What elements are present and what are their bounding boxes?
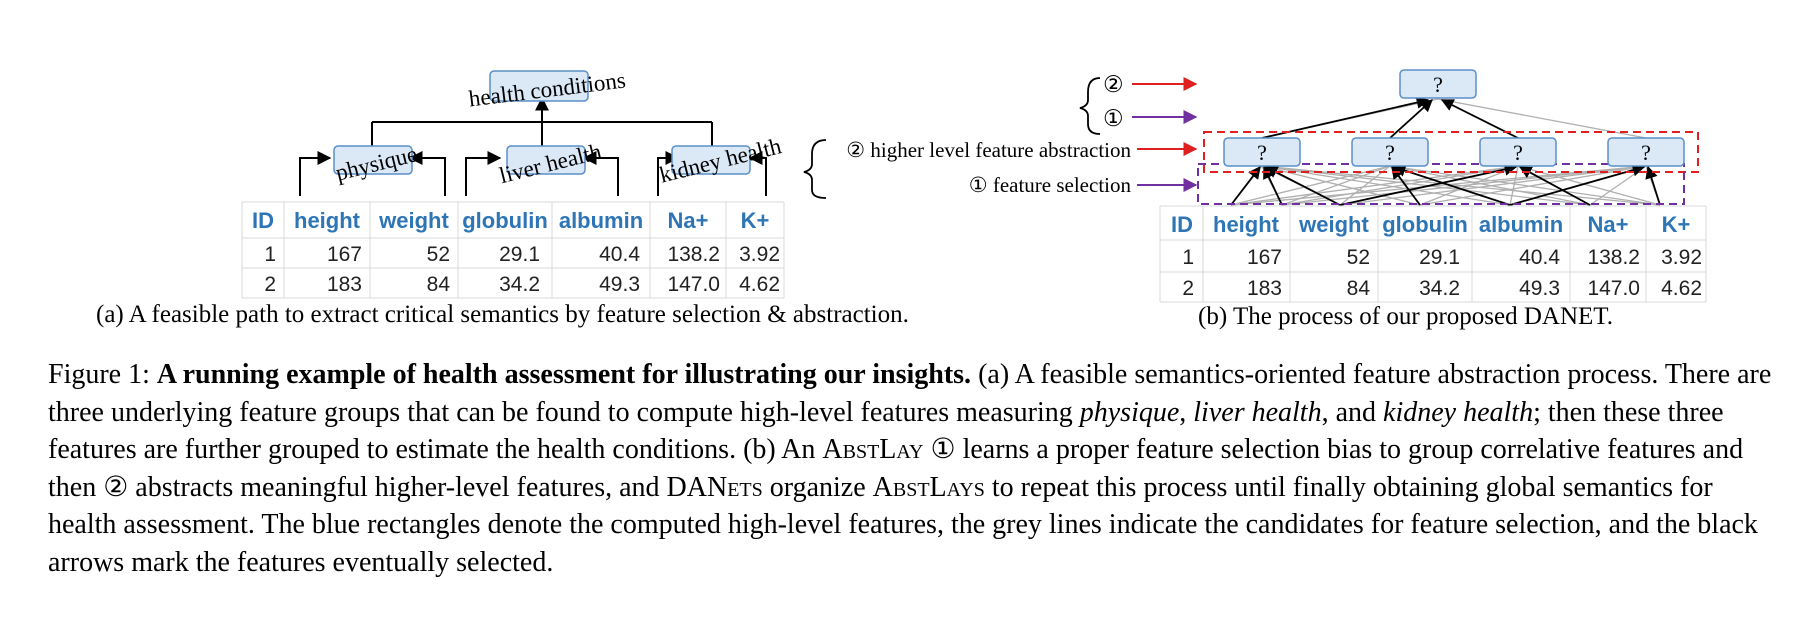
selection-dashed-box bbox=[1197, 163, 1685, 205]
col-header-k: K+ bbox=[741, 208, 770, 233]
caption-term-kidney: kidney health bbox=[1383, 396, 1534, 428]
table-cell: 29.1 bbox=[1419, 246, 1460, 269]
panel-b: ② ① ② higher level feature abstraction ①… bbox=[803, 69, 1707, 330]
table-a: ID height weight globulin albumin Na+ K+… bbox=[241, 201, 785, 299]
col-header-id: ID bbox=[252, 208, 274, 233]
node-mid-4: ? bbox=[1607, 137, 1685, 167]
panel-a-caption: (a) A feasible path to extract critical … bbox=[96, 301, 909, 328]
table-cell: 49.3 bbox=[599, 273, 640, 296]
node-liver-health: liver health bbox=[497, 139, 605, 189]
caption-danets: DANets bbox=[666, 471, 763, 503]
table-cell: 34.2 bbox=[499, 273, 540, 296]
legend-brace-top: ② ① bbox=[1079, 72, 1198, 135]
legend-mark-2: ② bbox=[1103, 72, 1124, 97]
node-physique: physique bbox=[333, 141, 420, 185]
table-cell: 84 bbox=[427, 273, 451, 296]
node-health-conditions: health conditions bbox=[467, 67, 627, 111]
table-cell: 147.0 bbox=[1587, 277, 1640, 300]
table-cell: 40.4 bbox=[1519, 246, 1560, 269]
table-cell: 183 bbox=[1247, 277, 1282, 300]
caption-text: to repeat this process until finally obt… bbox=[48, 471, 1758, 578]
node-mark: ? bbox=[1257, 140, 1267, 165]
caption-text: , and bbox=[1321, 396, 1384, 428]
table-cell: 4.62 bbox=[1661, 277, 1702, 300]
node-mark: ? bbox=[1641, 140, 1651, 165]
panel-b-caption: (b) The process of our proposed DANET. bbox=[1198, 303, 1613, 330]
node-mark: ? bbox=[1513, 140, 1523, 165]
caption-text: ; then these three features are further … bbox=[48, 396, 1724, 466]
selected-arrows bbox=[1230, 96, 1661, 206]
table-cell: 183 bbox=[327, 273, 362, 296]
table-cell: 52 bbox=[427, 243, 450, 266]
col-header-na: Na+ bbox=[668, 208, 709, 233]
col-header-albumin: albumin bbox=[559, 208, 643, 233]
node-mark: ? bbox=[1385, 140, 1395, 165]
caption-prefix: Figure 1: bbox=[48, 359, 157, 390]
table-cell: 40.4 bbox=[599, 243, 640, 266]
caption-text: , bbox=[1179, 396, 1194, 428]
table-cell: 84 bbox=[1347, 277, 1371, 300]
table-cell: 167 bbox=[1247, 246, 1282, 269]
caption-term-physique: physique bbox=[1079, 396, 1180, 428]
caption-abstlays: AbstLays bbox=[872, 471, 985, 503]
table-cell: 1 bbox=[264, 243, 276, 266]
col-header-globulin: globulin bbox=[1382, 212, 1468, 237]
table-cell: 3.92 bbox=[1661, 246, 1702, 269]
node-mid-1: ? bbox=[1223, 137, 1301, 167]
table-cell: 29.1 bbox=[499, 243, 540, 266]
legend-brace-mid bbox=[803, 139, 827, 199]
caption-text: (a) A feasible semantics-oriented featur… bbox=[48, 359, 1772, 428]
col-header-height: height bbox=[294, 208, 361, 233]
table-cell: 4.62 bbox=[739, 273, 780, 296]
table-cell: 1 bbox=[1182, 246, 1194, 269]
legend-mark-1: ① bbox=[1103, 106, 1124, 131]
node-mid-3: ? bbox=[1479, 137, 1557, 167]
col-header-k: K+ bbox=[1662, 212, 1691, 237]
table-cell: 2 bbox=[264, 273, 276, 296]
table-cell: 147.0 bbox=[667, 273, 720, 296]
caption-abstlay: AbstLay bbox=[822, 434, 924, 465]
node-mark: ? bbox=[1433, 72, 1443, 97]
col-header-height: height bbox=[1213, 212, 1280, 237]
table-b: ID height weight globulin albumin Na+ K+… bbox=[1159, 205, 1707, 303]
abstraction-dashed-box bbox=[1203, 131, 1699, 173]
table-cell: 138.2 bbox=[1587, 246, 1640, 269]
panel-a: health conditions physique liver health … bbox=[96, 67, 909, 328]
caption-term-liver: liver health bbox=[1193, 396, 1322, 428]
label-abstraction: ② higher level feature abstraction bbox=[846, 138, 1131, 162]
col-header-id: ID bbox=[1171, 212, 1193, 237]
table-cell: 138.2 bbox=[667, 243, 720, 266]
table-cell: 3.92 bbox=[739, 243, 780, 266]
node-mid-2: ? bbox=[1351, 137, 1429, 167]
col-header-weight: weight bbox=[1298, 212, 1369, 237]
caption-title: A running example of health assessment f… bbox=[156, 359, 972, 390]
col-header-na: Na+ bbox=[1588, 212, 1629, 237]
table-cell: 34.2 bbox=[1419, 277, 1460, 300]
label-selection: ① feature selection bbox=[969, 173, 1132, 197]
caption-text: organize bbox=[762, 471, 873, 503]
col-header-globulin: globulin bbox=[462, 208, 548, 233]
node-top: ? bbox=[1399, 69, 1477, 99]
caption-text: ① learns a proper feature selection bias… bbox=[48, 434, 1744, 503]
figure-caption: Figure 1: A running example of health as… bbox=[48, 356, 1773, 581]
table-cell: 2 bbox=[1182, 277, 1194, 300]
col-header-weight: weight bbox=[378, 208, 449, 233]
table-cell: 167 bbox=[327, 243, 362, 266]
table-cell: 52 bbox=[1347, 246, 1370, 269]
col-header-albumin: albumin bbox=[1479, 212, 1563, 237]
table-cell: 49.3 bbox=[1519, 277, 1560, 300]
